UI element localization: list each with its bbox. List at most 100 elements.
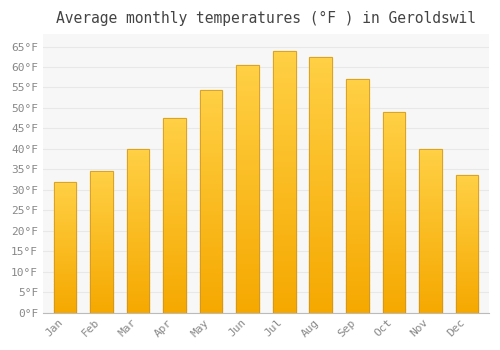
Bar (346, 238, 368, 243)
Bar (346, 233, 368, 238)
Bar (346, 201, 368, 205)
Bar (456, 230, 478, 233)
Bar (456, 236, 478, 239)
Bar (273, 51, 295, 56)
Bar (346, 289, 368, 294)
Bar (54, 189, 76, 192)
Bar (419, 224, 442, 228)
Bar (54, 213, 76, 216)
Bar (456, 269, 478, 272)
Bar (273, 192, 295, 197)
Bar (456, 296, 478, 299)
Bar (126, 276, 150, 280)
Bar (310, 82, 332, 88)
Bar (163, 138, 186, 141)
Bar (456, 178, 478, 181)
Bar (90, 219, 113, 222)
Bar (126, 283, 150, 286)
Bar (456, 274, 478, 277)
Bar (419, 221, 442, 224)
Bar (456, 206, 478, 208)
Bar (236, 308, 259, 313)
Bar (310, 57, 332, 62)
Bar (54, 305, 76, 307)
Bar (419, 152, 442, 155)
Bar (419, 267, 442, 270)
Bar (54, 216, 76, 218)
Bar (456, 247, 478, 250)
Bar (126, 228, 150, 231)
Bar (90, 183, 113, 186)
Bar (419, 273, 442, 276)
Bar (126, 191, 150, 195)
Bar (126, 155, 150, 159)
Bar (382, 265, 405, 268)
Bar (90, 256, 113, 259)
Bar (382, 281, 405, 285)
Bar (163, 262, 186, 266)
Bar (456, 189, 478, 192)
Bar (126, 290, 150, 293)
Bar (273, 155, 295, 161)
Bar (236, 105, 259, 110)
Bar (90, 301, 113, 304)
Bar (200, 241, 222, 246)
Bar (310, 133, 332, 139)
Bar (310, 251, 332, 256)
Bar (419, 300, 442, 303)
Bar (310, 256, 332, 261)
Bar (310, 164, 332, 169)
Bar (419, 264, 442, 267)
Bar (163, 118, 186, 313)
Bar (382, 188, 405, 192)
Bar (90, 253, 113, 256)
Bar (126, 178, 150, 182)
Bar (90, 270, 113, 273)
Bar (456, 195, 478, 197)
Bar (236, 248, 259, 253)
Bar (382, 196, 405, 200)
Bar (126, 257, 150, 260)
Bar (54, 307, 76, 310)
Bar (382, 192, 405, 196)
Bar (346, 280, 368, 285)
Bar (273, 182, 295, 187)
Bar (236, 263, 259, 268)
Bar (273, 229, 295, 234)
Bar (90, 197, 113, 199)
Bar (90, 205, 113, 208)
Bar (163, 270, 186, 274)
Bar (236, 169, 259, 174)
Bar (346, 196, 368, 201)
Bar (163, 130, 186, 134)
Bar (163, 161, 186, 165)
Bar (236, 65, 259, 70)
Bar (273, 302, 295, 307)
Bar (346, 303, 368, 308)
Bar (200, 219, 222, 223)
Bar (310, 139, 332, 144)
Bar (419, 293, 442, 296)
Bar (163, 258, 186, 262)
Bar (163, 157, 186, 161)
Bar (90, 233, 113, 236)
Bar (382, 268, 405, 273)
Bar (273, 87, 295, 92)
Bar (346, 93, 368, 98)
Bar (456, 285, 478, 288)
Title: Average monthly temperatures (°F ) in Geroldswil: Average monthly temperatures (°F ) in Ge… (56, 11, 476, 26)
Bar (310, 302, 332, 308)
Bar (419, 168, 442, 172)
Bar (200, 112, 222, 116)
Bar (90, 228, 113, 231)
Bar (310, 103, 332, 108)
Bar (346, 247, 368, 252)
Bar (90, 174, 113, 177)
Bar (419, 280, 442, 283)
Bar (346, 294, 368, 299)
Bar (382, 296, 405, 301)
Bar (200, 246, 222, 250)
Bar (273, 140, 295, 145)
Bar (456, 175, 478, 178)
Bar (310, 241, 332, 246)
